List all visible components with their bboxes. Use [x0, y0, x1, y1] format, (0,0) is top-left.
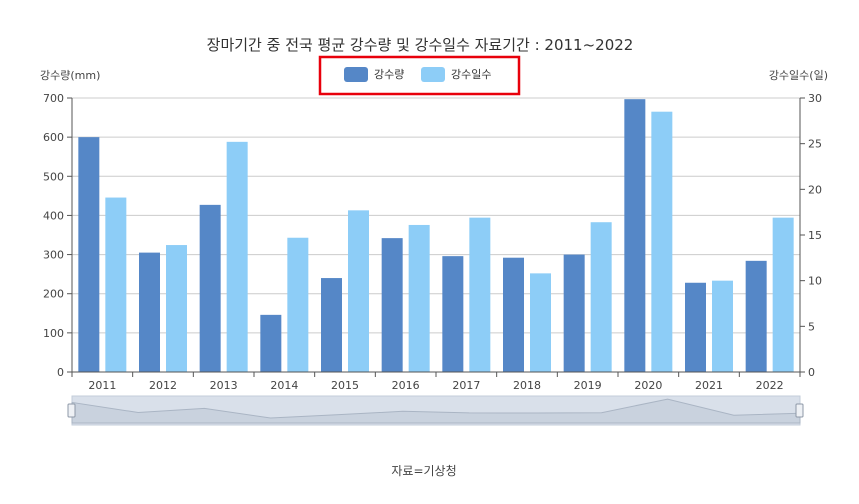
- left-tick-label: 700: [43, 92, 64, 105]
- bar-강수량-2011: [78, 137, 100, 372]
- x-tick-label: 2021: [695, 379, 723, 392]
- axes: 0 100 200 300 400 500 600 700 0 5 10 15 20 25 30 2011 20…: [43, 92, 822, 392]
- left-tick-label: 0: [57, 366, 64, 379]
- left-tick-label: 600: [43, 131, 64, 144]
- right-tick-label: 25: [808, 138, 822, 151]
- left-axis-title: 강수량(mm): [40, 69, 100, 82]
- right-tick-label: 5: [808, 320, 815, 333]
- left-tick-label: 200: [43, 288, 64, 301]
- bar-강수일수-2018: [530, 273, 551, 372]
- legend-label-강수일수[interactable]: 강수일수: [451, 67, 491, 81]
- right-tick-label: 0: [808, 366, 815, 379]
- chart-title: 장마기간 중 전국 평균 강수량 및 강수일수 자료기간 : 2011~2022: [207, 36, 634, 54]
- bar-강수량-2021: [685, 282, 706, 372]
- bar-강수일수-2011: [105, 197, 127, 372]
- bar-강수량-2016: [381, 238, 403, 372]
- x-tick-label: 2011: [88, 379, 116, 392]
- left-tick-label: 100: [43, 327, 64, 340]
- legend-highlight-box: [318, 55, 521, 96]
- bar-강수량-2020: [624, 99, 646, 372]
- right-tick-label: 10: [808, 275, 822, 288]
- x-tick-label: 2022: [756, 379, 784, 392]
- bar-강수량-2015: [321, 278, 342, 372]
- bar-강수일수-2012: [166, 245, 187, 372]
- bar-강수일수-2019: [590, 222, 612, 372]
- legend: 강수량 강수일수: [318, 55, 521, 96]
- bar-강수일수-2016: [408, 224, 430, 372]
- right-tick-label: 20: [808, 183, 822, 196]
- bar-강수량-2017: [442, 256, 464, 372]
- bar-강수일수-2013: [226, 141, 248, 372]
- navigator-series-line: [71, 398, 801, 424]
- x-tick-label: 2020: [634, 379, 662, 392]
- bar-강수일수-2022: [772, 217, 794, 372]
- range-navigator[interactable]: [67, 395, 804, 426]
- bar-강수량-2014: [260, 314, 282, 372]
- bar-강수일수-2015: [348, 210, 369, 372]
- navigator-left-handle[interactable]: [67, 403, 76, 418]
- right-tick-label: 30: [808, 92, 822, 105]
- x-tick-label: 2012: [149, 379, 177, 392]
- right-axis-title: 강수일수(일): [769, 68, 828, 82]
- legend-label-강수량[interactable]: 강수량: [374, 68, 404, 81]
- right-tick-label: 15: [808, 229, 822, 242]
- bar-강수일수-2017: [469, 217, 491, 372]
- x-tick-label: 2013: [210, 379, 238, 392]
- bar-강수량-2018: [503, 257, 524, 372]
- bar-강수일수-2021: [712, 280, 733, 372]
- x-tick-label: 2014: [270, 379, 298, 392]
- left-tick-label: 400: [43, 209, 64, 222]
- navigator-right-handle[interactable]: [795, 403, 804, 418]
- bar-강수량-2019: [563, 254, 585, 372]
- legend-swatch-강수량[interactable]: [344, 67, 368, 82]
- left-tick-label: 300: [43, 249, 64, 262]
- bar-강수일수-2014: [287, 237, 309, 372]
- left-tick-label: 500: [43, 170, 64, 183]
- bars: [78, 99, 794, 372]
- x-tick-label: 2018: [513, 379, 541, 392]
- x-tick-label: 2019: [574, 379, 602, 392]
- x-tick-label: 2015: [331, 379, 359, 392]
- x-tick-label: 2016: [392, 379, 420, 392]
- source-note: 자료=기상청: [391, 464, 456, 478]
- x-tick-label: 2017: [452, 379, 480, 392]
- bar-강수량-2012: [139, 252, 160, 372]
- bar-강수량-2022: [745, 260, 767, 372]
- bar-강수일수-2020: [651, 111, 673, 372]
- bar-강수량-2013: [199, 204, 221, 372]
- legend-swatch-강수일수[interactable]: [421, 67, 445, 82]
